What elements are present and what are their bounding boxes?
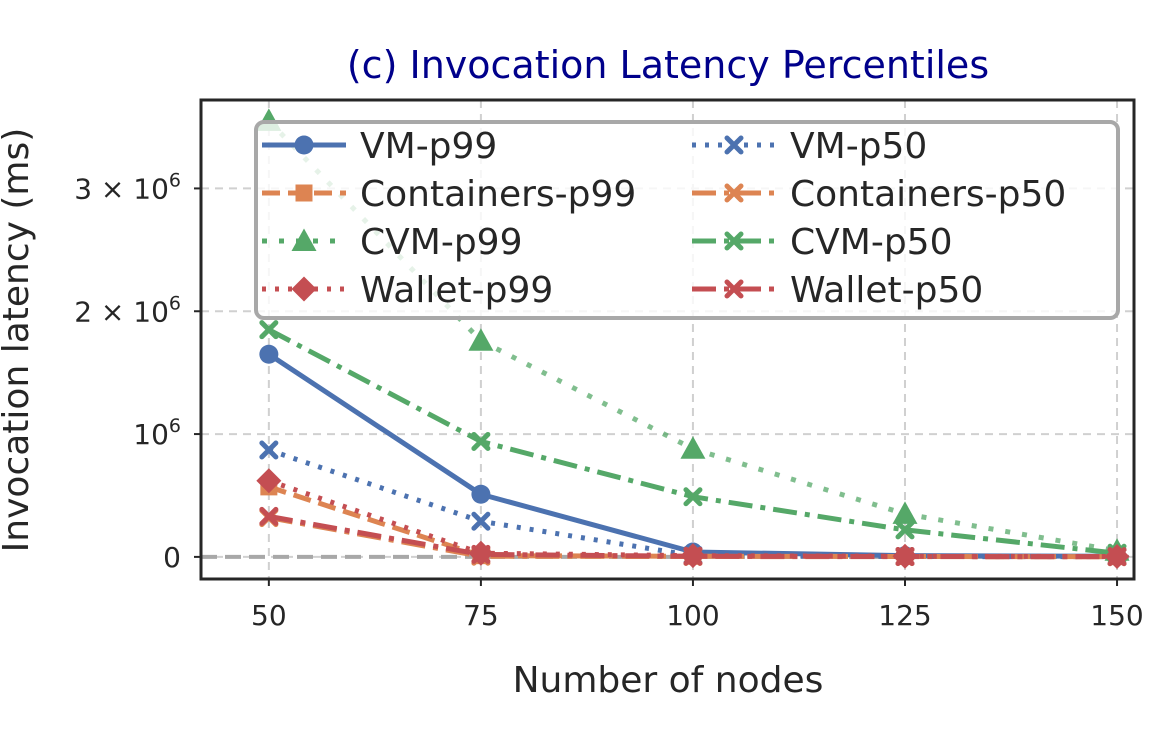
data-point	[471, 431, 491, 451]
data-point	[259, 320, 279, 340]
y-tick-labels: 0 106 2 × 106 3 × 106	[74, 169, 201, 574]
plot-frame	[199, 98, 1136, 581]
legend-entry: VM-p99	[262, 126, 497, 167]
legend-marker	[724, 135, 744, 155]
y-tick-label: 3 × 106	[74, 169, 181, 205]
data-point	[683, 546, 703, 566]
legend-label: Containers-p50	[790, 174, 1066, 215]
data-point	[892, 501, 918, 524]
data-point	[259, 440, 279, 460]
legend-label: Wallet-p50	[790, 270, 983, 311]
legend-entry: Containers-p50	[692, 174, 1066, 215]
series-wallet-p50	[259, 506, 1127, 567]
legend-entry: Wallet-p99	[262, 270, 553, 311]
y-tick-label: 106	[133, 415, 181, 451]
x-tick-label: 100	[666, 599, 719, 632]
legend-entry: CVM-p50	[692, 222, 952, 263]
data-point	[680, 436, 706, 459]
x-tick-label: 150	[1090, 599, 1143, 632]
x-tick-label: 125	[878, 599, 931, 632]
y-tick-label: 2 × 106	[74, 292, 181, 328]
legend: VM-p99 Containers-p99 CVM-p99 Wallet-p99 VM-…	[254, 120, 1120, 320]
x-tick-label: 50	[251, 599, 287, 632]
legend-box	[254, 120, 1120, 320]
x-axis-label: Number of nodes	[513, 660, 824, 701]
data-point	[895, 520, 915, 540]
legend-label: VM-p99	[360, 126, 497, 167]
legend-marker	[291, 228, 317, 251]
data-point	[256, 468, 282, 494]
legend-marker	[291, 276, 317, 302]
data-point	[471, 484, 491, 504]
legend-marker	[295, 184, 313, 202]
legend-label: CVM-p50	[790, 222, 952, 263]
data-point	[895, 547, 915, 567]
data-point	[471, 511, 491, 531]
chart-title: (c) Invocation Latency Percentiles	[347, 43, 989, 87]
legend-label: Containers-p99	[360, 174, 636, 215]
legend-marker	[294, 135, 314, 155]
x-tick-label: 75	[463, 599, 499, 632]
legend-marker	[724, 231, 744, 251]
x-tick-labels: 50 75 100 125 150	[251, 579, 1144, 632]
series-layer	[256, 108, 1130, 570]
legend-entry: VM-p50	[692, 126, 927, 167]
legend-label: Wallet-p99	[360, 270, 553, 311]
data-point	[683, 487, 703, 507]
legend-entry: Wallet-p50	[692, 270, 983, 311]
data-point	[471, 544, 491, 564]
y-axis-label: Invocation latency (ms)	[0, 128, 37, 553]
data-point	[1107, 547, 1127, 567]
legend-entry: CVM-p99	[262, 222, 522, 263]
legend-label: CVM-p99	[360, 222, 522, 263]
legend-marker	[724, 183, 744, 203]
data-point	[259, 506, 279, 526]
data-point	[259, 344, 279, 364]
legend-label: VM-p50	[790, 126, 927, 167]
data-point	[468, 328, 494, 351]
y-tick-label: 0	[163, 541, 181, 574]
legend-entry: Containers-p99	[262, 174, 636, 215]
legend-marker	[724, 279, 744, 299]
series-line	[267, 119, 1118, 554]
